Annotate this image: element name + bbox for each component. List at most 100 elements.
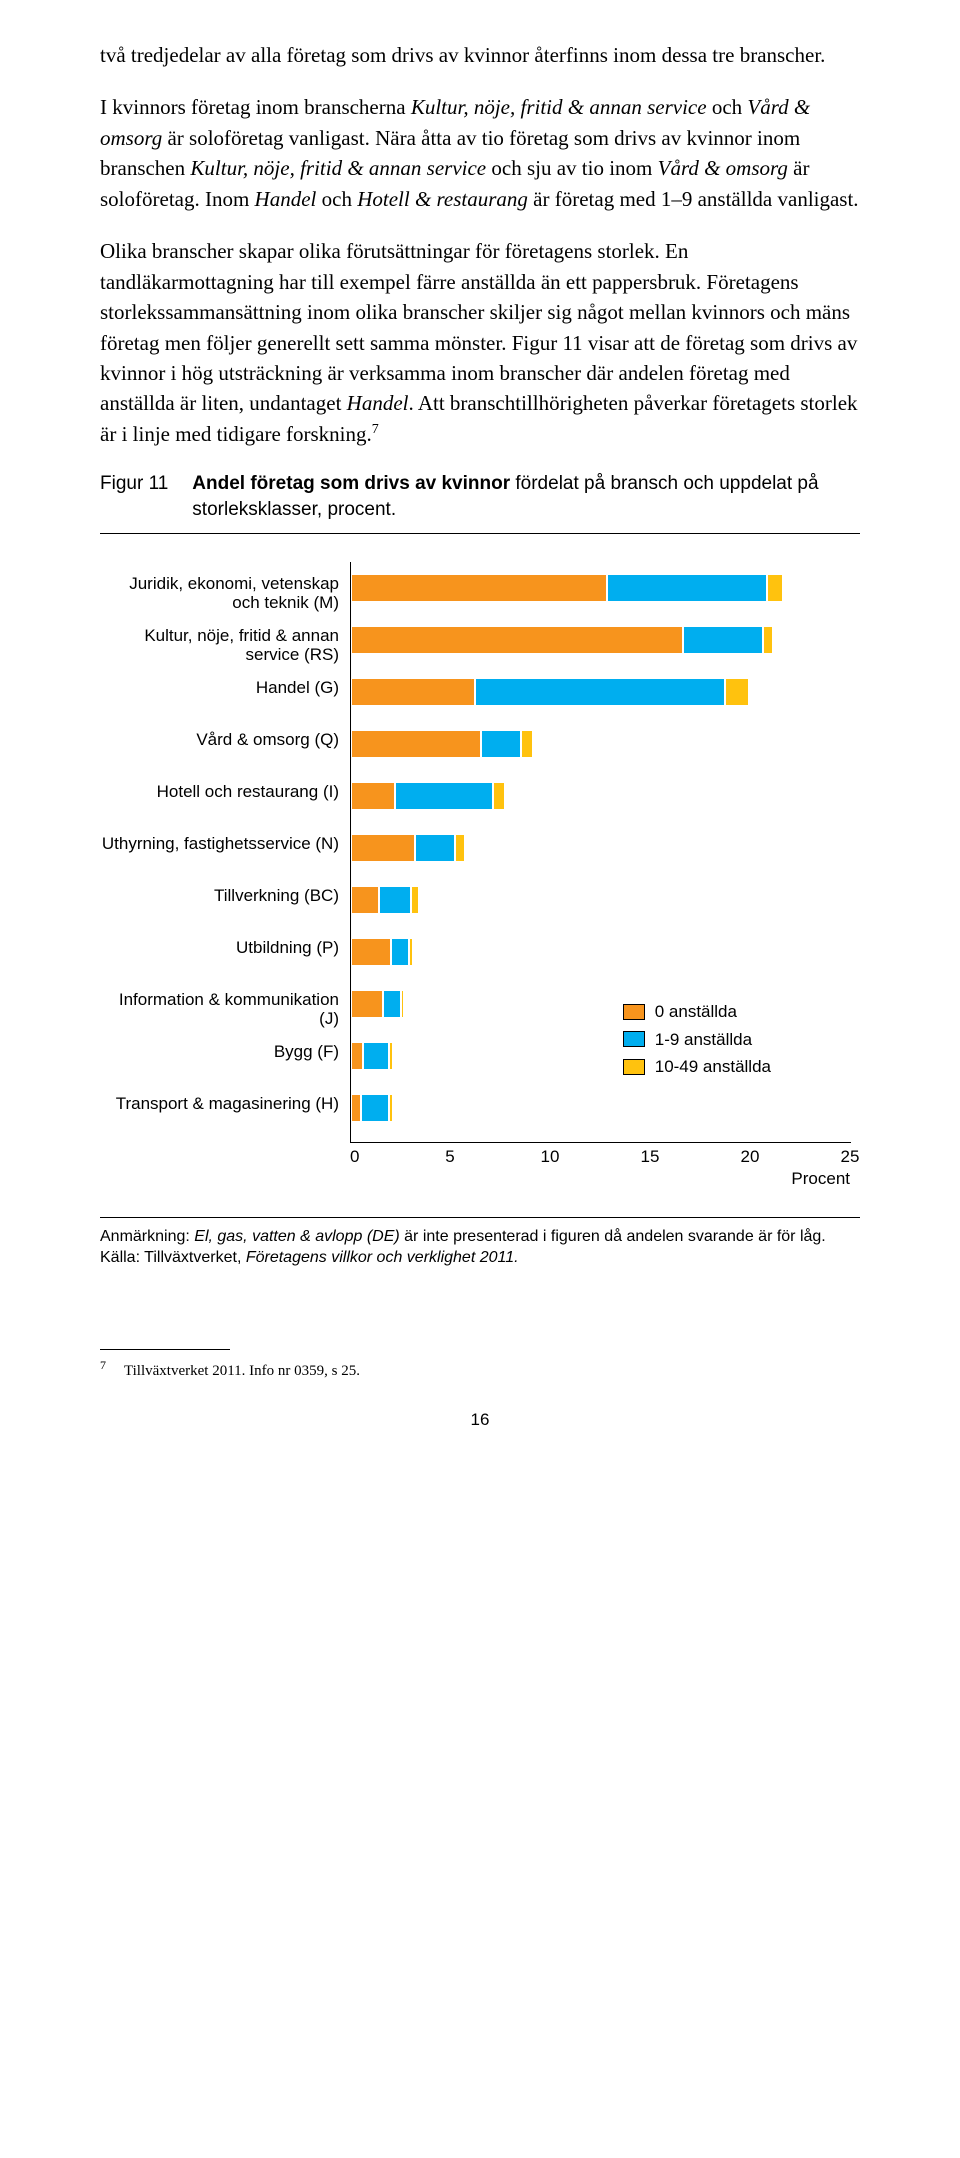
figure-note: Anmärkning: El, gas, vatten & avlopp (DE… [100, 1217, 860, 1269]
page-number: 16 [100, 1410, 860, 1430]
p2-f: och [316, 187, 357, 211]
note-l2a: Källa: Tillväxtverket, [100, 1249, 246, 1266]
bar-label: Uthyrning, fastighetsservice (N) [101, 834, 351, 862]
bar-segment [363, 1042, 389, 1070]
bar-segment [351, 574, 607, 602]
p2-d: och sju av tio inom [486, 156, 658, 180]
bar-segment [351, 1042, 363, 1070]
bar-label: Juridik, ekonomi, vetenskap och teknik (… [101, 574, 351, 602]
bar-label: Bygg (F) [101, 1042, 351, 1070]
bar-segment [389, 1094, 393, 1122]
legend-swatch [623, 1031, 645, 1047]
bar-label: Handel (G) [101, 678, 351, 706]
bar-segment [481, 730, 521, 758]
legend-label: 0 anställda [655, 999, 737, 1025]
bar-segment [475, 678, 725, 706]
bar-segment [361, 1094, 389, 1122]
bar-segment [607, 574, 767, 602]
p2-g: är företag med 1–9 anställda vanligast. [528, 187, 859, 211]
note-l1b: är inte presenterad i figuren då andelen… [400, 1228, 826, 1245]
bar-segment [351, 990, 383, 1018]
bar-label: Tillverkning (BC) [101, 886, 351, 914]
x-tick: 10 [541, 1147, 560, 1167]
p3-i1: Handel [347, 391, 409, 415]
bar-segment [521, 730, 533, 758]
bar-row: Handel (G) [351, 678, 749, 706]
bar-segment [379, 886, 411, 914]
bar-segment [411, 886, 419, 914]
bar-segment [383, 990, 401, 1018]
bar-row: Bygg (F) [351, 1042, 393, 1070]
bar-segment [351, 678, 475, 706]
note-l1a: Anmärkning: [100, 1228, 194, 1245]
bar-segment [725, 678, 749, 706]
bar-segment [455, 834, 465, 862]
bar-label: Kultur, nöje, fritid & annan service (RS… [101, 626, 351, 654]
figure-title: Andel företag som drivs av kvinnor förde… [192, 471, 860, 522]
p2-a: I kvinnors företag inom branscherna [100, 95, 411, 119]
x-axis: Procent 0510152025 [350, 1143, 850, 1167]
bar-row: Uthyrning, fastighetsservice (N) [351, 834, 465, 862]
legend-item: 0 anställda [623, 999, 771, 1025]
chart-plot-area: 0 anställda1-9 anställda10-49 anställda … [350, 562, 860, 1167]
figure-label: Figur 11 [100, 471, 168, 522]
x-tick: 25 [841, 1147, 860, 1167]
note-l2i: Företagens villkor och verklighet 2011. [246, 1249, 519, 1266]
figure-title-bold: Andel företag som drivs av kvinnor [192, 473, 510, 494]
paragraph-3: Olika branscher skapar olika förutsättni… [100, 236, 860, 449]
bar-segment [391, 938, 409, 966]
bar-row: Vård & omsorg (Q) [351, 730, 533, 758]
bar-row: Transport & magasinering (H) [351, 1094, 393, 1122]
bar-segment [493, 782, 505, 810]
x-tick: 20 [741, 1147, 760, 1167]
chart-bars: 0 anställda1-9 anställda10-49 anställda … [350, 562, 851, 1143]
legend-label: 10-49 anställda [655, 1054, 771, 1080]
bar-row: Hotell och restaurang (I) [351, 782, 505, 810]
page-container: två tredjedelar av alla företag som driv… [0, 0, 960, 1490]
bar-label: Information & kommunikation (J) [101, 990, 351, 1018]
note-l1i: El, gas, vatten & avlopp (DE) [194, 1228, 399, 1245]
footnote-rule [100, 1349, 230, 1350]
p3-a: Olika branscher skapar olika förutsättni… [100, 239, 857, 415]
bar-label: Utbildning (P) [101, 938, 351, 966]
bar-segment [415, 834, 455, 862]
paragraph-2: I kvinnors företag inom branscherna Kult… [100, 92, 860, 214]
p2-i1: Kultur, nöje, fritid & annan service [411, 95, 707, 119]
bar-label: Hotell och restaurang (I) [101, 782, 351, 810]
bar-segment [683, 626, 763, 654]
footnote-7: 7 Tillväxtverket 2011. Info nr 0359, s 25… [100, 1358, 860, 1380]
x-tick: 5 [445, 1147, 454, 1167]
bar-segment [763, 626, 773, 654]
bar-segment [351, 1094, 361, 1122]
footnote-text: Tillväxtverket 2011. Info nr 0359, s 25. [124, 1363, 360, 1379]
p2-i5: Handel [255, 187, 317, 211]
bar-segment [351, 782, 395, 810]
bar-label: Vård & omsorg (Q) [101, 730, 351, 758]
footnote-num: 7 [100, 1358, 106, 1372]
figure-header: Figur 11 Andel företag som drivs av kvin… [100, 471, 860, 533]
bar-segment [351, 886, 379, 914]
bar-row: Juridik, ekonomi, vetenskap och teknik (… [351, 574, 783, 602]
bar-row: Tillverkning (BC) [351, 886, 419, 914]
legend-item: 10-49 anställda [623, 1054, 771, 1080]
p2-i4: Vård & omsorg [658, 156, 788, 180]
legend-swatch [623, 1004, 645, 1020]
bar-row: Utbildning (P) [351, 938, 413, 966]
bar-segment [351, 730, 481, 758]
bar-row: Information & kommunikation (J) [351, 990, 404, 1018]
p2-b: och [707, 95, 748, 119]
bar-segment [351, 834, 415, 862]
x-axis-label: Procent [791, 1169, 850, 1189]
figure-11-chart: 0 anställda1-9 anställda10-49 anställda … [100, 562, 860, 1167]
footnote-ref-7: 7 [372, 422, 379, 437]
bar-segment [395, 782, 493, 810]
bar-row: Kultur, nöje, fritid & annan service (RS… [351, 626, 773, 654]
chart-legend: 0 anställda1-9 anställda10-49 anställda [623, 999, 771, 1082]
p2-i6: Hotell & restaurang [357, 187, 528, 211]
bar-segment [351, 626, 683, 654]
legend-swatch [623, 1059, 645, 1075]
bar-label: Transport & magasinering (H) [101, 1094, 351, 1122]
x-tick: 15 [641, 1147, 660, 1167]
p2-i3: Kultur, nöje, fritid & annan service [190, 156, 486, 180]
bar-segment [351, 938, 391, 966]
